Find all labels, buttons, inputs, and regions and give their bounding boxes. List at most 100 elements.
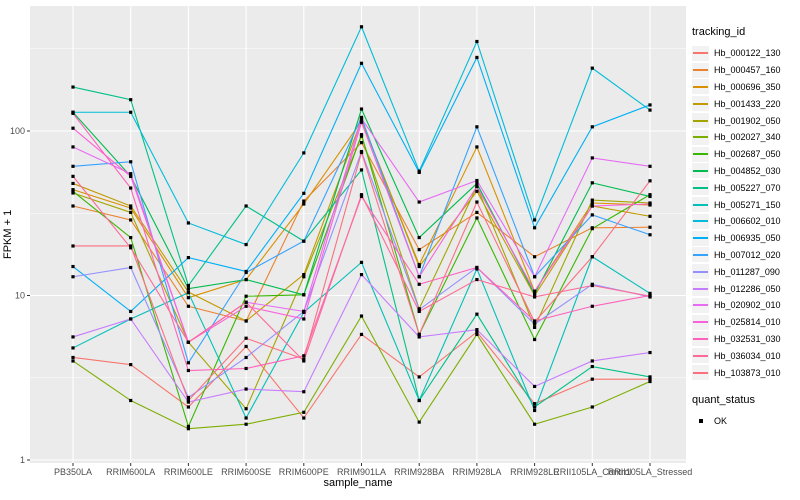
data-point [590,181,594,185]
data-point [648,193,652,197]
legend-item-label: Hb_001433_220 [714,98,781,109]
data-point [590,204,594,208]
data-point [417,398,421,403]
data-point [129,309,133,314]
legend-title-tracking-id: tracking_id [692,26,746,38]
data-point [129,160,133,164]
data-point [648,202,652,206]
data-point [71,164,75,168]
data-point [129,218,133,222]
legend-key-icon [692,247,709,263]
x-tick-label: RRII105LA_Stressed [608,467,693,477]
data-point [129,206,133,210]
legend-color-line [693,169,708,172]
data-point [417,275,421,279]
legend-item-label: Hb_006602_010 [714,216,781,227]
legend-key-icon [692,213,709,229]
legend-item-Hb_032531_030: Hb_032531_030 [692,331,798,348]
data-point [648,103,652,107]
data-point [244,270,248,275]
legend-key-icon [692,180,709,196]
data-point [475,210,479,215]
data-point [71,145,75,149]
data-point [302,359,306,363]
legend-item-Hb_004852_030: Hb_004852_030 [692,163,798,180]
legend-item-Hb_006602_010: Hb_006602_010 [692,213,798,230]
data-point [648,179,652,183]
y-tick-label: 100 [10,126,25,136]
legend-item-Hb_020902_010: Hb_020902_010 [692,297,798,314]
data-point [590,201,594,205]
data-point [359,120,364,124]
data-point [244,336,248,340]
data-point [590,213,594,217]
data-point [475,216,479,220]
data-point [475,330,479,334]
data-point [129,398,133,403]
data-point [302,272,306,277]
data-point [475,189,479,193]
data-point [475,312,479,316]
data-point [129,235,133,240]
legend-title-quant-status: quant_status [692,393,755,406]
legend-key-icon [692,113,709,129]
data-point [648,164,652,168]
x-tick-label: RRIM928LE [510,467,559,477]
x-tick-label: RRIM600LA [106,467,155,477]
legend-key-icon [692,79,709,95]
data-point [186,291,190,295]
legend: tracking_id Hb_000122_130 Hb_000457_160 Hb… [692,26,798,430]
data-point [533,384,537,389]
data-point [648,379,652,384]
data-point [129,174,133,178]
data-point [590,156,594,160]
data-point [648,375,652,379]
legend-item-label: Hb_004852_030 [714,165,781,176]
legend-item-label: Hb_103873_010 [714,367,781,378]
data-point [590,227,594,231]
legend-item-Hb_012286_050: Hb_012286_050 [692,280,798,297]
data-point [129,363,133,367]
data-point [533,422,537,426]
x-tick-label: PB350LA [54,467,92,477]
data-point [359,168,364,172]
y-tick-label: 10 [15,291,25,301]
data-point [302,293,306,297]
data-point [533,289,537,293]
data-point [475,178,479,183]
data-point [359,332,364,337]
data-point [417,420,421,424]
data-point [129,204,133,208]
data-point [302,410,306,414]
data-point [71,188,75,192]
data-point [590,304,594,308]
data-point [129,265,133,270]
data-point [590,364,594,369]
data-point [533,322,537,326]
legend-quant-section: quant_status OK [692,394,798,430]
data-point [417,375,421,379]
data-point [129,210,133,215]
data-point [129,110,133,114]
data-point [71,244,75,248]
legend-item-Hb_005271_150: Hb_005271_150 [692,196,798,213]
data-point [648,294,652,298]
data-point [71,174,75,178]
data-point [648,233,652,237]
legend-tracking-items: Hb_000122_130 Hb_000457_160 Hb_000696_350 H… [692,45,798,381]
legend-item-label: Hb_000122_130 [714,48,781,59]
data-point [359,150,364,155]
data-point [475,328,479,332]
data-point [417,282,421,286]
data-point [71,335,75,339]
data-point [129,244,133,248]
data-point [590,405,594,409]
legend-color-line [693,304,708,307]
data-point [359,61,364,65]
data-point [302,416,306,420]
legend-item-Hb_025814_010: Hb_025814_010 [692,314,798,331]
legend-key-icon [692,331,709,347]
data-point [71,181,75,186]
data-point [590,255,594,259]
legend-item-Hb_002027_340: Hb_002027_340 [692,129,798,146]
